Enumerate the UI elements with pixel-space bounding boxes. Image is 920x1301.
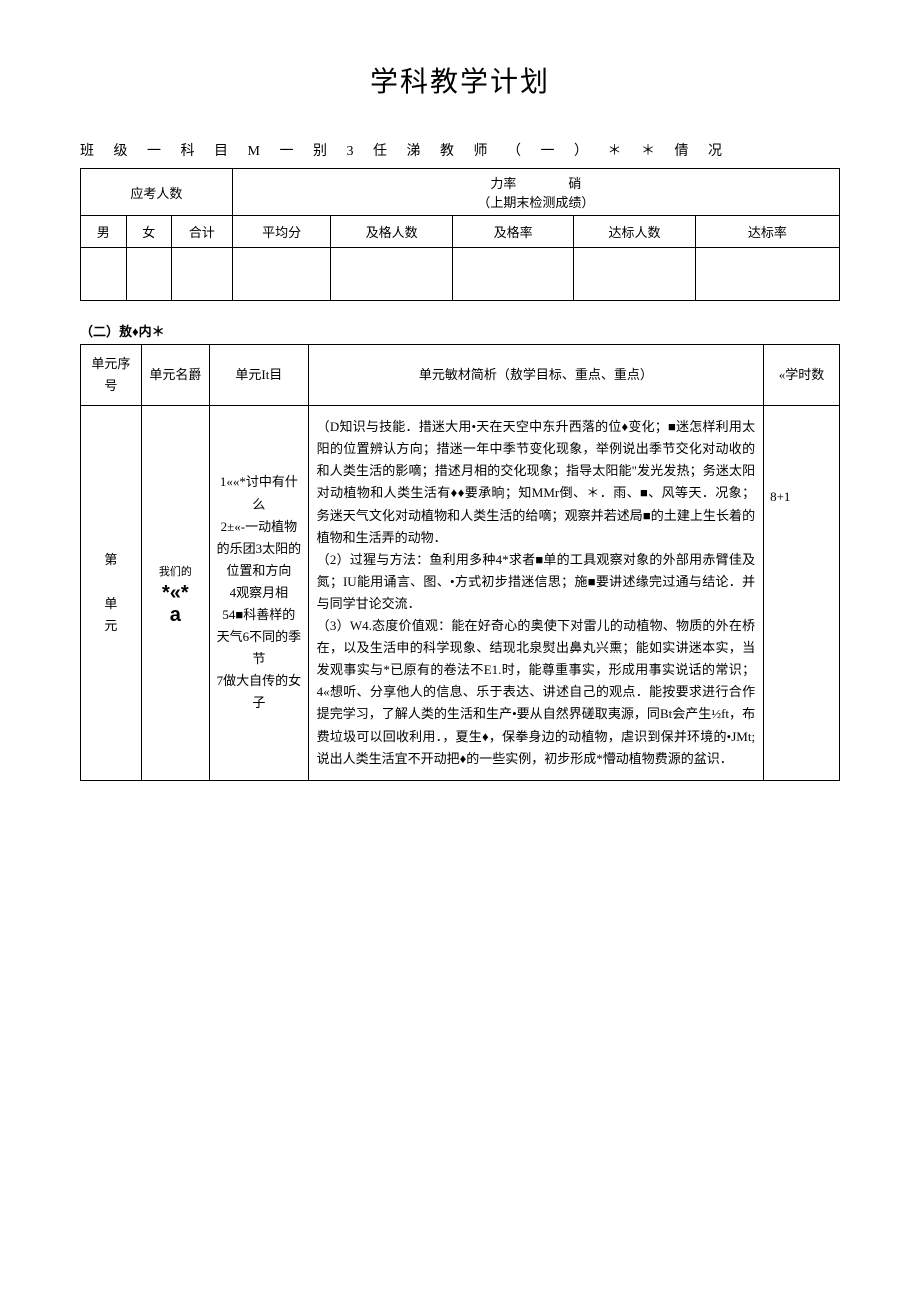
col-pass-count: 及格人数 <box>331 216 452 248</box>
unit-name-cell: 我们的 *«* a <box>141 406 209 781</box>
th-unit-items: 单元It目 <box>210 345 309 406</box>
table2-row-1: 第 单 元 我们的 *«* a 1««*讨中有什么 2±«-一动植物的乐团3太阳… <box>81 406 840 781</box>
cell <box>574 248 695 301</box>
cell <box>232 248 331 301</box>
cell <box>331 248 452 301</box>
scores-table: 应考人数 力率 硝 （上期末检测成绩） 男 女 合计 平均分 及格人数 及格率 … <box>80 168 840 301</box>
cell <box>695 248 839 301</box>
cell <box>126 248 172 301</box>
col-standard-rate: 达标率 <box>695 216 839 248</box>
page-title: 学科教学计划 <box>80 60 840 100</box>
teaching-content-table: 单元序号 单元名爵 单元It目 单元敏材简析（敖学目标、重点、重点） «学时数 … <box>80 344 840 781</box>
scores-header: 力率 硝 （上期末检测成绩） <box>232 169 839 216</box>
scores-header-top: 力率 硝 <box>490 176 581 191</box>
col-male: 男 <box>81 216 127 248</box>
column-headers-row: 男 女 合计 平均分 及格人数 及格率 达标人数 达标率 <box>81 216 840 248</box>
col-standard-count: 达标人数 <box>574 216 695 248</box>
col-average: 平均分 <box>232 216 331 248</box>
header-info-line: 班 级 一 科 目 M 一 别 3 任 涕 教 师 （ 一 ） ＊ ＊ 倩 况 <box>80 140 840 160</box>
section-two-label: （二）敖♦内＊ <box>80 321 840 340</box>
th-hours: «学时数 <box>764 345 840 406</box>
unit-name-top: 我们的 <box>159 566 192 578</box>
col-total: 合计 <box>172 216 233 248</box>
unit-analysis-cell: （D知识与技能．措迷大用•天在天空中东升西落的位♦变化；■迷怎样利用太阳的位置辨… <box>308 406 763 781</box>
col-female: 女 <box>126 216 172 248</box>
unit-hours-cell: 8+1 <box>764 406 840 781</box>
cell <box>81 248 127 301</box>
th-unit-no: 单元序号 <box>81 345 142 406</box>
scores-header-sub: （上期末检测成绩） <box>477 195 594 210</box>
unit-name-glyph: *«* a <box>148 582 203 626</box>
data-row-empty <box>81 248 840 301</box>
unit-items-cell: 1««*讨中有什么 2±«-一动植物的乐团3太阳的位置和方向 4观察月相 54■… <box>210 406 309 781</box>
cell <box>172 248 233 301</box>
col-pass-rate: 及格率 <box>452 216 573 248</box>
cell <box>452 248 573 301</box>
table2-header-row: 单元序号 单元名爵 单元It目 单元敏材简析（敖学目标、重点、重点） «学时数 <box>81 345 840 406</box>
attendee-header: 应考人数 <box>81 169 233 216</box>
unit-number-cell: 第 单 元 <box>81 406 142 781</box>
th-unit-analysis: 单元敏材简析（敖学目标、重点、重点） <box>308 345 763 406</box>
th-unit-name: 单元名爵 <box>141 345 209 406</box>
